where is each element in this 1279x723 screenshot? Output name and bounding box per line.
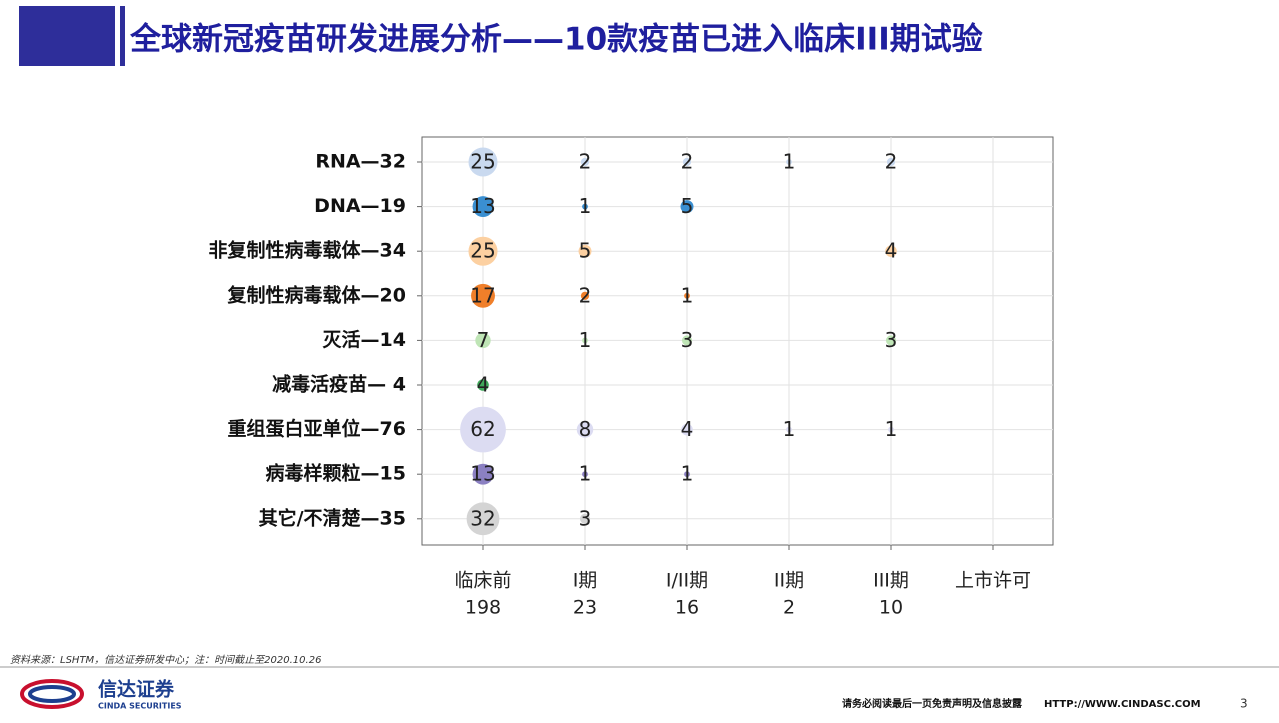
- data-label: 3: [885, 328, 898, 352]
- url: HTTP://WWW.CINDASC.COM: [1044, 699, 1201, 710]
- data-label: 62: [470, 417, 495, 441]
- bubble: [477, 379, 489, 391]
- y-tick-label: 重组蛋白亚单位—76: [228, 417, 406, 440]
- bubble: [885, 245, 897, 257]
- slide-title: 全球新冠疫苗研发进展分析——10款疫苗已进入临床III期试验: [129, 22, 983, 58]
- bubble: [582, 337, 588, 344]
- bubble: [471, 283, 495, 308]
- y-tick-label: 非复制性病毒载体—34: [209, 239, 406, 262]
- bubble: [468, 147, 498, 177]
- y-tick-label: 其它/不清楚—35: [259, 506, 406, 529]
- x-total-label: 16: [675, 597, 699, 619]
- x-tick-label: I期: [573, 570, 598, 592]
- bubble: [576, 421, 594, 438]
- y-tick-label: 灭活—14: [322, 328, 406, 351]
- y-tick-label: 复制性病毒载体—20: [227, 283, 406, 306]
- x-tick-label: 上市许可: [955, 570, 1031, 592]
- bubble: [460, 406, 506, 453]
- bubble: [475, 332, 491, 349]
- data-label: 1: [681, 462, 694, 486]
- logo-cn: 信达证券: [98, 678, 175, 701]
- bubble: [886, 157, 896, 167]
- bubble: [680, 200, 694, 214]
- bubble: [682, 157, 692, 167]
- bubble: [472, 196, 494, 218]
- data-label: 1: [579, 194, 592, 218]
- x-total-label: 198: [465, 597, 501, 619]
- x-total-label: 2: [783, 597, 795, 619]
- data-label: 5: [579, 239, 592, 263]
- bubble: [684, 471, 690, 478]
- bubble: [582, 203, 588, 210]
- y-tick-label: RNA—32: [315, 151, 406, 173]
- data-label: 25: [470, 150, 495, 174]
- data-label: 17: [470, 283, 495, 307]
- bubble: [888, 426, 894, 433]
- data-label: 4: [477, 373, 490, 397]
- page-number: 3: [1240, 697, 1248, 711]
- x-tick-label: II期: [774, 570, 804, 592]
- bubble: [580, 291, 590, 300]
- data-label: 1: [783, 150, 796, 174]
- header-bar: [120, 6, 125, 66]
- y-tick-label: DNA—19: [314, 195, 406, 217]
- data-label: 4: [885, 239, 898, 263]
- data-label: 4: [681, 417, 694, 441]
- header-block: [19, 6, 115, 66]
- data-label: 1: [579, 328, 592, 352]
- bubble: [578, 244, 592, 258]
- data-label: 25: [470, 239, 495, 263]
- data-label: 2: [885, 150, 898, 174]
- logo-en: CINDA SECURITIES: [98, 702, 182, 711]
- x-tick-label: III期: [873, 570, 909, 592]
- bubble: [472, 463, 494, 485]
- disclaimer: 请务必阅读最后一页免责声明及信息披露: [842, 697, 1023, 710]
- bubble: [580, 157, 590, 167]
- bubble: [582, 471, 588, 478]
- data-label: 3: [579, 506, 592, 530]
- data-label: 5: [681, 194, 694, 218]
- data-label: 7: [477, 328, 490, 352]
- source-note: 资料来源：LSHTM，信达证券研发中心；注：时间截止至2020.10.26: [10, 654, 321, 666]
- bubble: [786, 426, 792, 433]
- logo: [20, 679, 84, 709]
- data-label: 13: [470, 462, 495, 486]
- x-total-label: 23: [573, 597, 597, 619]
- y-tick-label: 病毒样颗粒—15: [266, 462, 406, 485]
- data-label: 1: [783, 417, 796, 441]
- bubble: [681, 423, 693, 436]
- y-tick-label: 减毒活疫苗— 4: [272, 373, 406, 396]
- x-total-label: 10: [879, 597, 903, 619]
- data-label: 2: [579, 283, 592, 307]
- bubble: [466, 502, 500, 536]
- data-label: 2: [579, 150, 592, 174]
- bubble: [468, 236, 498, 266]
- data-label: 1: [579, 462, 592, 486]
- data-label: 1: [885, 417, 898, 441]
- plot-frame: [421, 136, 1054, 546]
- data-label: 2: [681, 150, 694, 174]
- data-label: 8: [579, 417, 592, 441]
- x-tick-label: 临床前: [454, 570, 511, 592]
- bubble: [681, 335, 693, 346]
- bubble: [684, 292, 690, 299]
- x-tick-label: I/II期: [666, 570, 708, 592]
- bubble: [885, 335, 897, 346]
- bubble: [786, 159, 792, 165]
- data-label: 1: [681, 283, 694, 307]
- data-label: 13: [470, 194, 495, 218]
- data-label: 32: [470, 506, 495, 530]
- bubble: [579, 513, 591, 524]
- data-label: 3: [681, 328, 694, 352]
